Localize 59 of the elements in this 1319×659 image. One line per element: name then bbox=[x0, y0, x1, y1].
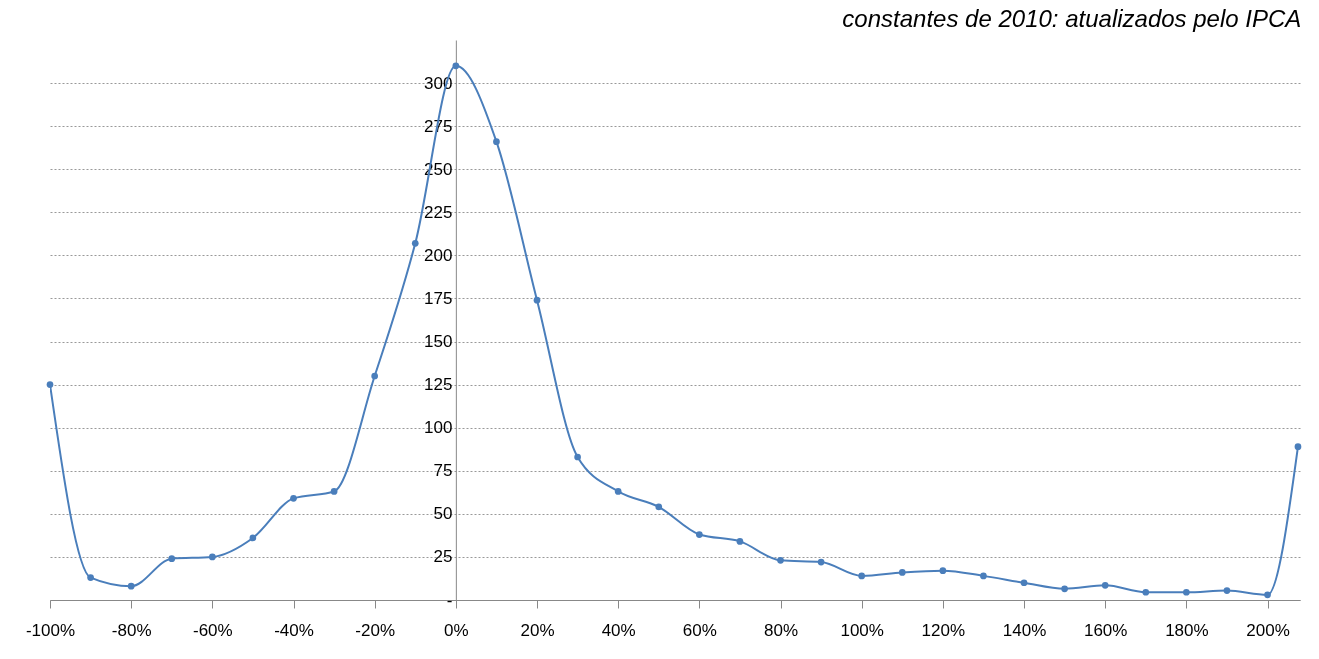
x-tick-label: 180% bbox=[1165, 620, 1209, 640]
point bbox=[1294, 443, 1302, 450]
point bbox=[1142, 588, 1150, 596]
y-tick-label: 200 bbox=[423, 245, 453, 265]
x-tick-label: 120% bbox=[921, 620, 966, 640]
point bbox=[127, 582, 135, 590]
y-tick-label: 175 bbox=[423, 288, 453, 308]
point bbox=[168, 555, 176, 562]
y-tick-label: - bbox=[446, 590, 453, 610]
point bbox=[87, 574, 94, 581]
x-tick-label: 40% bbox=[601, 620, 636, 640]
point bbox=[614, 488, 622, 495]
x-tick-label: 0% bbox=[444, 620, 469, 640]
y-tick-label: 75 bbox=[433, 461, 453, 481]
point bbox=[817, 558, 825, 566]
x-tick-label: -40% bbox=[274, 620, 314, 640]
point bbox=[1264, 591, 1271, 599]
x-tick-label: 140% bbox=[1002, 620, 1047, 640]
point bbox=[533, 296, 541, 304]
point bbox=[46, 381, 54, 388]
point bbox=[1183, 588, 1190, 596]
point bbox=[736, 538, 744, 545]
y-tick-label: 225 bbox=[423, 202, 453, 222]
x-tick-label: 60% bbox=[682, 620, 717, 640]
x-tick-label: -80% bbox=[111, 620, 152, 640]
point bbox=[1101, 582, 1109, 589]
point bbox=[939, 567, 947, 575]
x-tick-label: 200% bbox=[1246, 620, 1290, 640]
point bbox=[1061, 585, 1068, 593]
point bbox=[655, 503, 663, 511]
x-tick-label: 100% bbox=[840, 620, 884, 640]
x-tick-label: -20% bbox=[355, 620, 396, 640]
point bbox=[208, 553, 216, 561]
y-tick-label: 25 bbox=[433, 547, 453, 567]
point bbox=[980, 572, 987, 580]
point bbox=[452, 62, 460, 70]
point bbox=[1223, 587, 1231, 594]
point bbox=[493, 138, 500, 146]
point bbox=[858, 572, 866, 580]
x-tick-label: 160% bbox=[1083, 620, 1128, 640]
y-tick-label: 50 bbox=[433, 504, 453, 524]
point bbox=[411, 239, 419, 247]
point bbox=[1020, 579, 1028, 587]
point bbox=[330, 488, 338, 495]
point bbox=[898, 569, 906, 576]
point bbox=[777, 557, 784, 564]
y-tick-label: 150 bbox=[423, 332, 453, 352]
x-tick-label: -60% bbox=[192, 620, 233, 640]
x-tick-label: -100% bbox=[25, 620, 76, 640]
point bbox=[574, 453, 581, 461]
point bbox=[290, 494, 297, 502]
x-tick-label: 20% bbox=[520, 620, 555, 640]
y-tick-label: 125 bbox=[423, 375, 453, 395]
x-tick-label: 80% bbox=[764, 620, 799, 640]
point bbox=[249, 534, 257, 542]
y-tick-label: 100 bbox=[423, 418, 453, 438]
chart-title: constantes de 2010: atualizados pelo IPCA bbox=[842, 5, 1302, 32]
point bbox=[371, 372, 379, 380]
point bbox=[696, 531, 703, 538]
